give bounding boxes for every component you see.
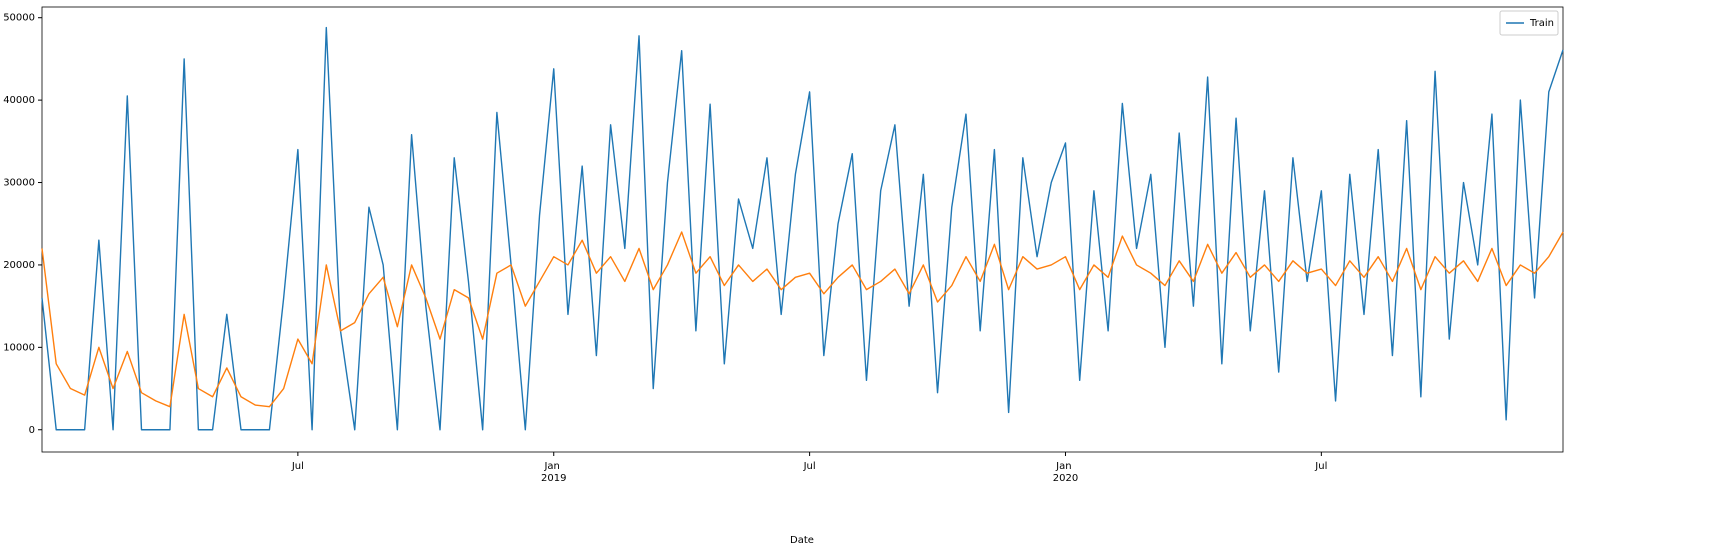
legend-box	[1499, 10, 1559, 36]
y-tick-label: 50000	[3, 13, 35, 24]
y-tick-label: 10000	[3, 342, 35, 353]
x-tick-label: Jul	[803, 461, 816, 472]
x-tick-label: Jan 2019	[541, 461, 566, 484]
x-tick-label: Jul	[291, 461, 304, 472]
x-tick-label: Jul	[1314, 461, 1327, 472]
series-line	[41, 26, 1564, 431]
y-tick-label: 30000	[3, 178, 35, 189]
plot-frame	[41, 6, 1564, 453]
series-line	[41, 231, 1564, 408]
y-tick-label: 40000	[3, 95, 35, 106]
x-tick-label: Jan 2020	[1053, 461, 1078, 484]
x-axis-label: Date	[790, 535, 814, 546]
y-tick-label: 0	[29, 425, 35, 436]
legend-label: Train	[1529, 18, 1554, 29]
y-tick-label: 20000	[3, 260, 35, 271]
